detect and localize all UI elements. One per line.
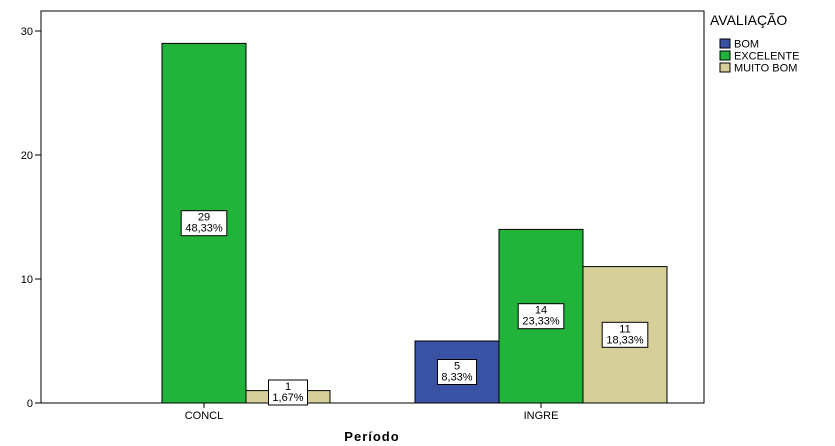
data-label-box <box>268 379 308 406</box>
data-label-text: 18,33% <box>606 334 644 346</box>
data-label-text: 23,33% <box>522 316 560 328</box>
data-label-text: 11 <box>619 323 630 335</box>
x-tick-label: CONCL <box>185 410 224 422</box>
x-tick-label: INGRE <box>524 410 559 422</box>
y-tick-label: 30 <box>21 26 33 38</box>
x-axis-title: Período <box>344 429 399 444</box>
y-tick-label: 10 <box>21 274 33 286</box>
x-axis: CONCL INGRE <box>185 403 559 422</box>
data-label-text: 5 <box>454 361 460 373</box>
legend-label: BOM <box>734 39 759 51</box>
data-label-text: 1,67% <box>272 392 303 404</box>
data-label-text: 14 <box>535 305 547 317</box>
legend-label: MUITO BOM <box>734 63 797 75</box>
data-label-text: 8,33% <box>441 372 472 384</box>
y-tick-label: 0 <box>27 398 33 410</box>
y-axis: 0 10 20 30 <box>21 26 41 410</box>
legend-label: EXCELENTE <box>734 51 799 63</box>
bars <box>161 42 668 404</box>
legend-swatch <box>719 50 731 61</box>
bar-muito-bom-ingre <box>582 266 668 404</box>
data-label-box <box>437 359 477 385</box>
data-label-text: 48,33% <box>185 223 223 235</box>
data-label-box <box>180 210 228 237</box>
data-label-text: 1 <box>285 381 291 393</box>
y-tick-label: 20 <box>21 150 33 162</box>
legend-swatch <box>719 38 731 49</box>
legend-swatch <box>719 62 731 73</box>
legend-title: AVALIAÇÃO <box>710 12 787 28</box>
data-label-box <box>601 321 649 348</box>
data-label-text: 29 <box>198 212 210 224</box>
data-label-box <box>517 303 565 330</box>
